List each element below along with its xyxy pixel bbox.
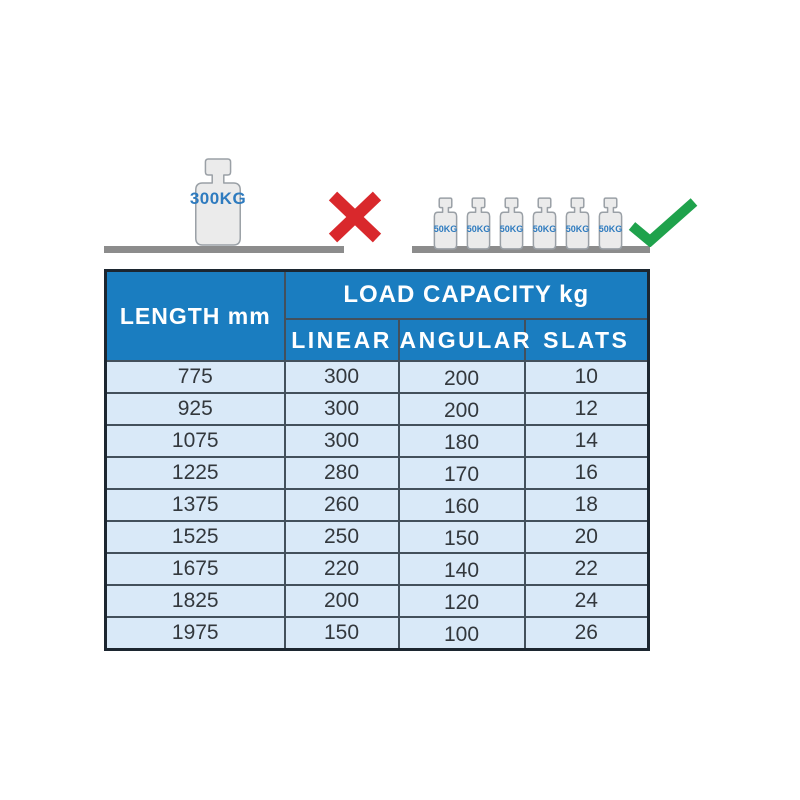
weight-glyph: [497, 197, 526, 250]
weight-label: 300KG: [189, 189, 247, 209]
table-cell-angular: 120: [397, 584, 526, 618]
table-row: 1075 300 180 14: [104, 424, 650, 458]
table-cell-slats: 26: [523, 616, 650, 651]
weight-50kg-icon: 50KG: [530, 197, 559, 250]
table-cell-angular: 160: [397, 488, 526, 522]
table-cell-angular: 170: [397, 456, 526, 490]
table-cell-linear: 220: [283, 552, 400, 586]
weight-glyph: [530, 197, 559, 250]
table-row: 775 300 200 10: [104, 360, 650, 394]
table-row: 1225 280 170 16: [104, 456, 650, 490]
table-cell-angular: 140: [397, 552, 526, 586]
check-icon: [628, 198, 698, 247]
table-row: 1675 220 140 22: [104, 552, 650, 586]
table-row: 1375 260 160 18: [104, 488, 650, 522]
table-cell-angular: 180: [397, 424, 526, 458]
weight-label: 50KG: [466, 224, 491, 235]
table-cell-linear: 260: [283, 488, 400, 522]
weight-label: 50KG: [565, 224, 590, 235]
weight-glyph: [596, 197, 625, 250]
table-cell-angular: 100: [397, 616, 526, 651]
load-capacity-table: LENGTH mm LOAD CAPACITY kg LINEAR ANGULA…: [104, 269, 650, 651]
table-cell-linear: 200: [283, 584, 400, 618]
table-row: 1825 200 120 24: [104, 584, 650, 618]
shelf-bar-right: [412, 246, 650, 253]
table-cell-length: 1825: [104, 584, 286, 618]
table-cell-length: 1225: [104, 456, 286, 490]
table-cell-linear: 250: [283, 520, 400, 554]
table-cell-linear: 300: [283, 360, 400, 394]
table-cell-length: 1525: [104, 520, 286, 554]
table-cell-slats: 16: [523, 456, 650, 490]
weight-50kg-icon: 50KG: [497, 197, 526, 250]
weight-label: 50KG: [433, 224, 458, 235]
table-cell-linear: 280: [283, 456, 400, 490]
header-linear: LINEAR: [283, 318, 400, 362]
header-slats: SLATS: [523, 318, 650, 362]
header-length: LENGTH mm: [104, 269, 286, 362]
small-weights-group: 50KG 50KG 50KG 50KG 50KG 50KG: [431, 197, 625, 250]
table-body: 775 300 200 10 925 300 200 12 1075 300 180 14 1225 28…: [104, 360, 650, 651]
table-cell-angular: 200: [397, 392, 526, 426]
table-cell-length: 1975: [104, 616, 286, 651]
table-row: 1525 250 150 20: [104, 520, 650, 554]
weight-glyph: [189, 157, 247, 247]
cross-icon: [328, 191, 382, 243]
table-cell-linear: 300: [283, 392, 400, 426]
table-cell-slats: 22: [523, 552, 650, 586]
table-cell-slats: 20: [523, 520, 650, 554]
table-cell-slats: 10: [523, 360, 650, 394]
table-row: 1975 150 100 26: [104, 616, 650, 651]
table-cell-length: 1075: [104, 424, 286, 458]
table-cell-slats: 14: [523, 424, 650, 458]
header-angular: ANGULAR: [397, 318, 530, 362]
table-cell-length: 1375: [104, 488, 286, 522]
weight-glyph: [464, 197, 493, 250]
table-cell-slats: 18: [523, 488, 650, 522]
shelf-bar-left: [104, 246, 344, 253]
table-cell-length: 925: [104, 392, 286, 426]
weight-glyph: [563, 197, 592, 250]
weight-label: 50KG: [499, 224, 524, 235]
weight-50kg-icon: 50KG: [464, 197, 493, 250]
weight-50kg-icon: 50KG: [563, 197, 592, 250]
table-cell-linear: 300: [283, 424, 400, 458]
table-cell-length: 1675: [104, 552, 286, 586]
table-cell-angular: 150: [397, 520, 526, 554]
header-load-capacity: LOAD CAPACITY kg: [283, 269, 650, 320]
table-cell-linear: 150: [283, 616, 400, 651]
table-cell-slats: 24: [523, 584, 650, 618]
weight-label: 50KG: [598, 224, 623, 235]
weight-glyph: [431, 197, 460, 250]
weight-300kg-icon: 300KG: [189, 157, 247, 247]
table-cell-angular: 200: [397, 360, 526, 394]
table-cell-length: 775: [104, 360, 286, 394]
table-cell-slats: 12: [523, 392, 650, 426]
weight-50kg-icon: 50KG: [596, 197, 625, 250]
weight-label: 50KG: [532, 224, 557, 235]
table-row: 925 300 200 12: [104, 392, 650, 426]
weight-50kg-icon: 50KG: [431, 197, 460, 250]
